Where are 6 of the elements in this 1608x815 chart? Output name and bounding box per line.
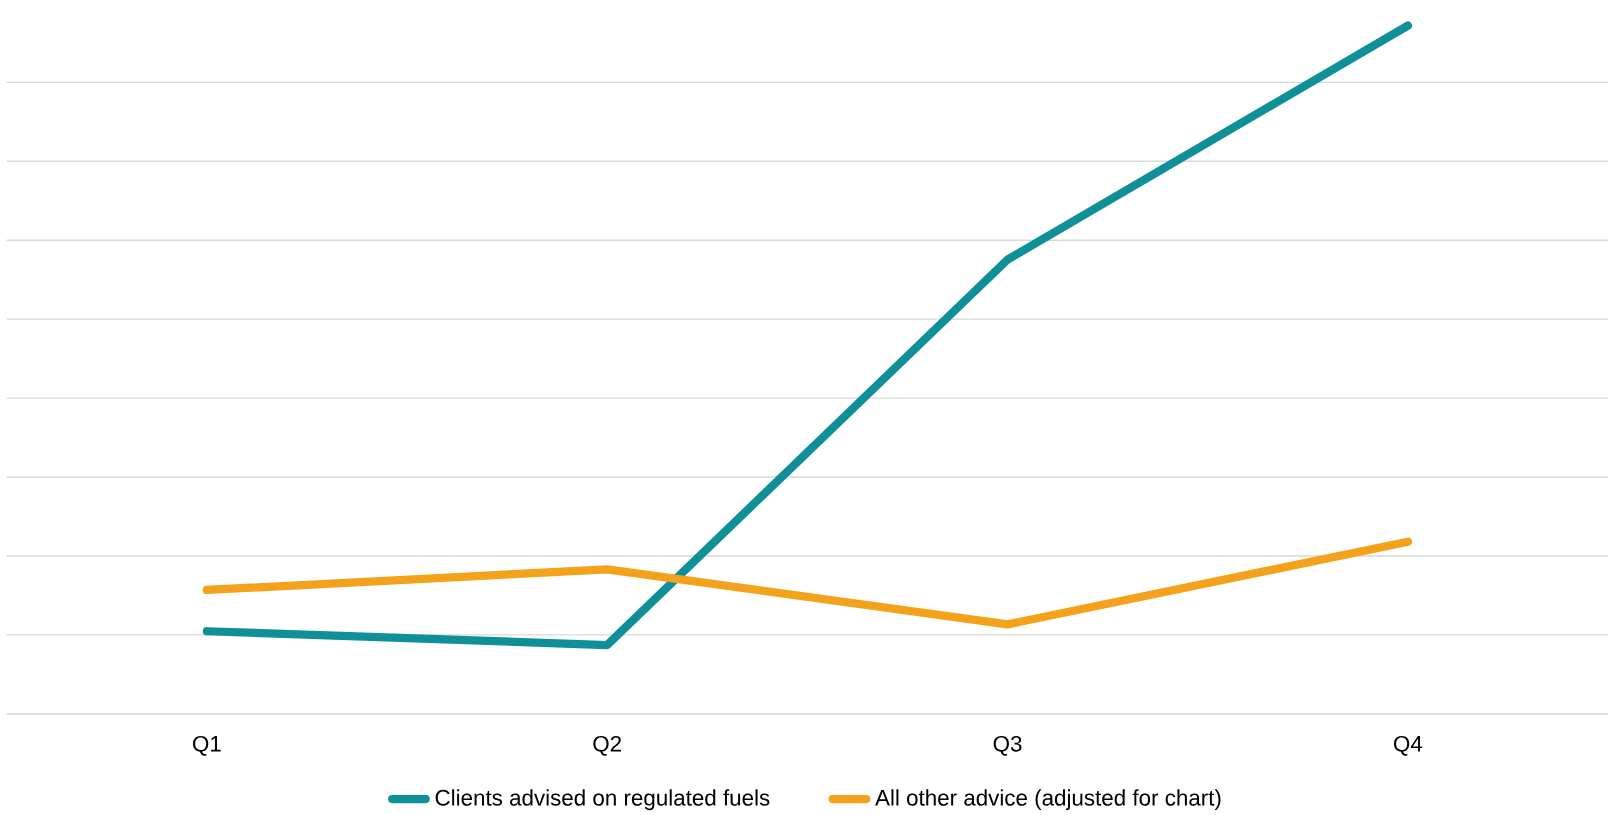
legend-label: Clients advised on regulated fuels (435, 789, 770, 811)
x-tick-label: Q3 (993, 735, 1022, 756)
legend-label: All other advice (adjusted for chart) (875, 789, 1221, 811)
x-tick-label: Q1 (193, 735, 221, 756)
x-tick-label: Q2 (593, 735, 622, 756)
x-tick-label: Q4 (1394, 735, 1423, 756)
